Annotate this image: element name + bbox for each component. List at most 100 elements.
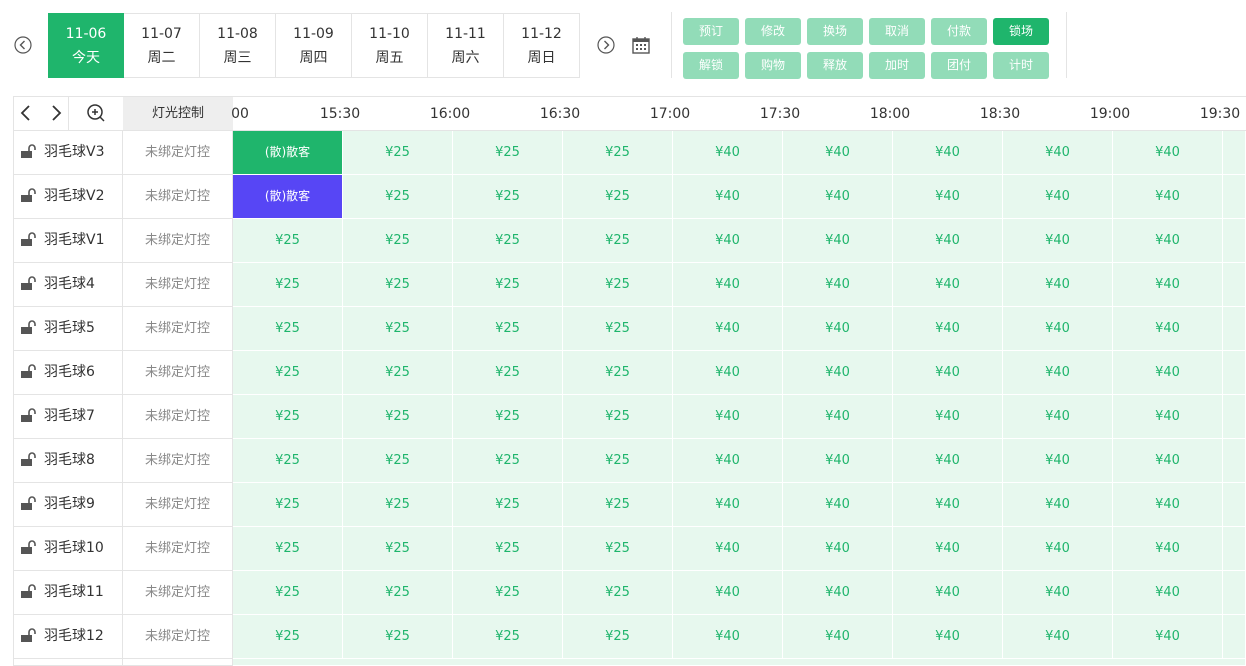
price-cell[interactable]: ¥25 — [233, 219, 343, 263]
price-cell[interactable]: ¥40 — [893, 263, 1003, 307]
price-cell[interactable]: ¥25 — [453, 219, 563, 263]
price-cell[interactable]: ¥25 — [563, 307, 673, 351]
price-cell[interactable]: ¥40 — [1113, 615, 1223, 659]
price-cell[interactable]: ¥25 — [233, 615, 343, 659]
lock-icon[interactable] — [20, 407, 36, 423]
price-cell[interactable]: ¥40 — [1003, 131, 1113, 175]
price-cell[interactable]: ¥40 — [1113, 483, 1223, 527]
slot-cell[interactable] — [1223, 527, 1246, 571]
price-cell[interactable]: ¥25 — [343, 571, 453, 615]
action-button[interactable]: 加时 — [869, 52, 925, 79]
slot-cell[interactable] — [1223, 351, 1246, 395]
price-cell[interactable]: ¥25 — [563, 351, 673, 395]
price-cell[interactable]: ¥25 — [453, 483, 563, 527]
price-cell[interactable]: ¥25 — [453, 263, 563, 307]
price-cell[interactable]: ¥40 — [1113, 219, 1223, 263]
price-cell[interactable]: ¥40 — [1113, 131, 1223, 175]
lock-icon[interactable] — [20, 539, 36, 555]
lock-icon[interactable] — [20, 275, 36, 291]
price-cell[interactable]: ¥40 — [783, 351, 893, 395]
price-cell[interactable]: ¥25 — [563, 263, 673, 307]
price-cell[interactable]: ¥40 — [1113, 307, 1223, 351]
price-cell[interactable]: ¥25 — [563, 131, 673, 175]
date-tab[interactable]: 11-11 周六 — [428, 13, 504, 78]
price-cell[interactable]: ¥25 — [563, 175, 673, 219]
slot-cell[interactable] — [1223, 263, 1246, 307]
price-cell[interactable]: ¥40 — [673, 131, 783, 175]
lock-icon[interactable] — [20, 627, 36, 643]
price-cell[interactable]: ¥25 — [453, 351, 563, 395]
price-cell[interactable]: ¥40 — [1003, 439, 1113, 483]
price-cell[interactable]: ¥25 — [343, 219, 453, 263]
lock-icon[interactable] — [20, 187, 36, 203]
price-cell[interactable]: ¥40 — [783, 527, 893, 571]
price-cell[interactable]: ¥25 — [233, 307, 343, 351]
price-cell[interactable]: ¥25 — [343, 615, 453, 659]
price-cell[interactable]: ¥25 — [343, 263, 453, 307]
booking-cell[interactable]: (散)散客 — [233, 131, 343, 175]
lock-icon[interactable] — [20, 231, 36, 247]
price-cell[interactable]: ¥25 — [563, 395, 673, 439]
price-cell[interactable]: ¥40 — [673, 615, 783, 659]
price-cell[interactable]: ¥25 — [563, 439, 673, 483]
zoom-button[interactable] — [86, 103, 106, 123]
date-tab[interactable]: 11-09 周四 — [276, 13, 352, 78]
price-cell[interactable]: ¥25 — [343, 395, 453, 439]
lock-icon[interactable] — [20, 451, 36, 467]
price-cell[interactable]: ¥40 — [1113, 175, 1223, 219]
slot-cell[interactable] — [1223, 615, 1246, 659]
date-tab[interactable]: 11-08 周三 — [200, 13, 276, 78]
action-button[interactable]: 锁场 — [993, 18, 1049, 45]
price-cell[interactable]: ¥40 — [893, 615, 1003, 659]
price-cell[interactable]: ¥40 — [783, 263, 893, 307]
price-cell[interactable]: ¥25 — [453, 131, 563, 175]
price-cell[interactable]: ¥40 — [893, 351, 1003, 395]
price-cell[interactable]: ¥40 — [1003, 395, 1113, 439]
price-cell[interactable]: ¥25 — [343, 351, 453, 395]
price-cell[interactable]: ¥25 — [563, 219, 673, 263]
price-cell[interactable]: ¥40 — [783, 571, 893, 615]
price-cell[interactable]: ¥40 — [673, 439, 783, 483]
price-cell[interactable]: ¥25 — [233, 527, 343, 571]
lock-icon[interactable] — [20, 495, 36, 511]
slot-cell[interactable] — [1223, 395, 1246, 439]
price-cell[interactable]: ¥40 — [893, 483, 1003, 527]
slot-cell[interactable] — [1223, 307, 1246, 351]
price-cell[interactable]: ¥25 — [453, 571, 563, 615]
price-cell[interactable]: ¥40 — [893, 395, 1003, 439]
price-cell[interactable]: ¥40 — [1003, 307, 1113, 351]
price-cell[interactable]: ¥40 — [1113, 439, 1223, 483]
price-cell[interactable]: ¥40 — [783, 483, 893, 527]
booking-cell[interactable]: (散)散客 — [233, 175, 343, 219]
price-cell[interactable]: ¥40 — [1003, 351, 1113, 395]
price-cell[interactable]: ¥40 — [1003, 219, 1113, 263]
price-cell[interactable]: ¥40 — [673, 219, 783, 263]
price-cell[interactable]: ¥25 — [563, 571, 673, 615]
price-cell[interactable]: ¥25 — [233, 483, 343, 527]
price-cell[interactable]: ¥40 — [1003, 615, 1113, 659]
price-cell[interactable]: ¥25 — [453, 175, 563, 219]
price-cell[interactable]: ¥25 — [343, 483, 453, 527]
price-cell[interactable]: ¥40 — [673, 351, 783, 395]
lock-icon[interactable] — [20, 143, 36, 159]
slot-cell[interactable] — [1223, 219, 1246, 263]
price-cell[interactable]: ¥40 — [1003, 527, 1113, 571]
price-cell[interactable]: ¥40 — [893, 131, 1003, 175]
price-cell[interactable]: ¥40 — [673, 395, 783, 439]
price-cell[interactable]: ¥25 — [563, 527, 673, 571]
price-cell[interactable]: ¥40 — [673, 307, 783, 351]
action-button[interactable]: 计时 — [993, 52, 1049, 79]
action-button[interactable]: 预订 — [683, 18, 739, 45]
price-cell[interactable]: ¥40 — [1113, 351, 1223, 395]
price-cell[interactable]: ¥25 — [233, 571, 343, 615]
price-cell[interactable]: ¥40 — [783, 175, 893, 219]
scroll-right[interactable] — [48, 104, 64, 122]
price-cell[interactable]: ¥25 — [343, 527, 453, 571]
price-cell[interactable]: ¥25 — [343, 175, 453, 219]
lock-icon[interactable] — [20, 583, 36, 599]
price-cell[interactable]: ¥25 — [453, 527, 563, 571]
price-cell[interactable]: ¥25 — [233, 263, 343, 307]
price-cell[interactable]: ¥25 — [343, 131, 453, 175]
price-cell[interactable]: ¥40 — [673, 263, 783, 307]
lock-icon[interactable] — [20, 319, 36, 335]
